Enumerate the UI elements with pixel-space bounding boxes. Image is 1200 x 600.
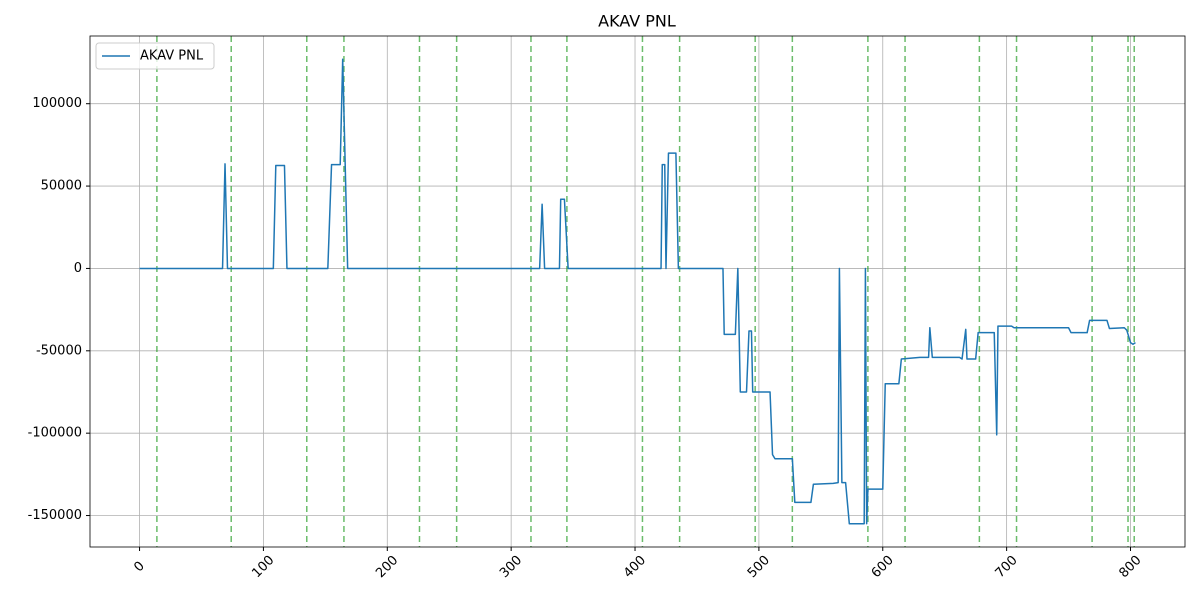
x-tick-label: 200 (373, 553, 401, 581)
y-tick-label: -150000 (28, 508, 82, 523)
x-tick-label: 300 (497, 553, 525, 581)
y-tick-label: -100000 (28, 426, 82, 441)
x-tick-label: 100 (249, 553, 277, 581)
x-tick-label: 0 (131, 559, 147, 575)
x-tick-label: 700 (993, 553, 1021, 581)
x-tick-label: 400 (621, 553, 649, 581)
axes-frame (89, 35, 1186, 548)
y-tick-label: 100000 (32, 96, 82, 111)
y-tick-label: 50000 (41, 179, 82, 194)
x-tick-label: 800 (1116, 553, 1144, 581)
x-tick-label: 500 (745, 553, 773, 581)
line-series (139, 58, 1136, 525)
legend-label: AKAV PNL (140, 49, 204, 64)
legend-box (95, 42, 215, 70)
plot-area (90, 36, 1185, 547)
y-tick-label: 0 (74, 261, 82, 276)
y-tick-label: -50000 (36, 343, 82, 358)
chart-title: AKAV PNL (598, 12, 676, 31)
x-tick-label: 600 (869, 553, 897, 581)
